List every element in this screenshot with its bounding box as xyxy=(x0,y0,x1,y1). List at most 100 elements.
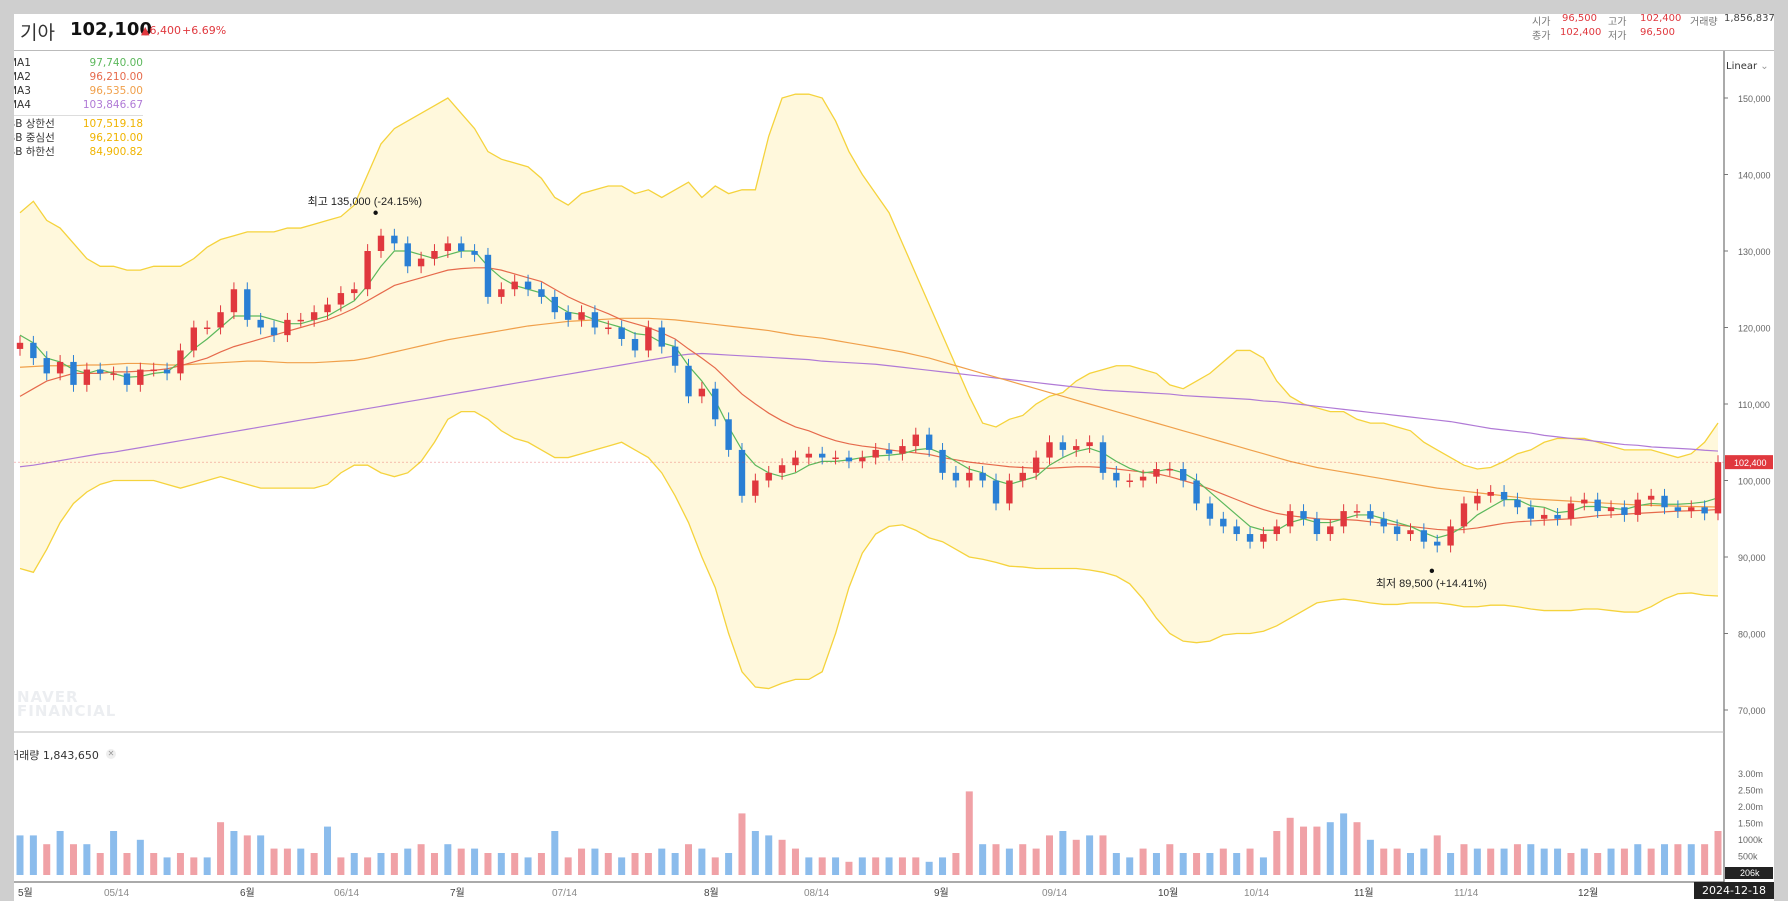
candle-body xyxy=(1073,446,1080,450)
candle-body xyxy=(1006,480,1013,504)
current-price-tag xyxy=(1725,455,1773,470)
volume-bar xyxy=(1166,844,1174,875)
volume-bar xyxy=(310,853,318,875)
candle-body xyxy=(351,289,358,294)
volume-bar xyxy=(698,848,706,875)
x-tick-label: 10/14 xyxy=(1244,888,1269,899)
candle-body xyxy=(1220,518,1227,527)
candle-body xyxy=(765,472,772,481)
volume-bar xyxy=(1340,813,1348,875)
candle-body xyxy=(1086,442,1093,447)
legend-ma3[interactable]: MA396,535.00 xyxy=(14,85,143,97)
candle-body xyxy=(1487,491,1494,496)
volume-bar xyxy=(1674,844,1682,875)
volume-bar xyxy=(952,853,960,875)
candle-body xyxy=(752,480,759,496)
legend-ma1[interactable]: MA197,740.00 xyxy=(14,57,143,69)
legend-ma2[interactable]: MA296,210.00 xyxy=(14,71,143,83)
candle-body xyxy=(203,327,211,329)
high-value: 102,400 xyxy=(1640,14,1682,24)
volume-bar xyxy=(497,853,505,875)
volume-current-tag xyxy=(1725,867,1773,879)
volume-bar xyxy=(1179,853,1187,875)
y-tick-label: 70,000 xyxy=(1738,706,1766,716)
candle-body xyxy=(1313,518,1321,535)
volume-current-label: 206k xyxy=(1740,868,1760,878)
volume-bar xyxy=(136,839,144,875)
volume-bar xyxy=(1687,844,1695,875)
chevron-down-icon: ⌄ xyxy=(1760,61,1769,72)
legend-ma4-value: 103,846.67 xyxy=(82,99,143,111)
candle-body xyxy=(150,369,157,372)
volume-bar xyxy=(364,857,372,875)
volume-bar xyxy=(1380,848,1388,875)
volume-bar xyxy=(163,857,171,875)
volume-bar xyxy=(1500,848,1508,875)
volume-bar xyxy=(618,857,626,875)
legend-ma1-value: 97,740.00 xyxy=(89,57,143,69)
candle-body xyxy=(1420,530,1428,542)
candle-body xyxy=(698,388,706,397)
candle-body xyxy=(471,251,478,255)
bollinger-lower-line xyxy=(19,410,1719,690)
volume-bar xyxy=(1647,848,1655,875)
candle-body xyxy=(498,289,505,297)
bollinger-band-area xyxy=(20,94,1718,689)
volume-bar xyxy=(203,857,211,875)
legend-bb-lower-value: 84,900.82 xyxy=(89,146,143,158)
candle-body xyxy=(1166,469,1174,471)
candle-body xyxy=(578,312,585,320)
current-price-tag-label: 102,400 xyxy=(1734,458,1767,468)
low-marker xyxy=(1429,568,1435,574)
volume-bar xyxy=(110,831,118,875)
candle-body xyxy=(685,365,692,397)
candle-body xyxy=(992,480,1000,504)
x-tick-label: 11/14 xyxy=(1454,888,1479,899)
volume-bar xyxy=(711,857,719,875)
high-label: 고가 xyxy=(1608,17,1627,28)
candle-body xyxy=(712,388,719,420)
candle-body xyxy=(16,342,24,349)
volume-bar xyxy=(925,861,933,875)
x-tick-label: 06/14 xyxy=(334,888,359,899)
volume-bar xyxy=(1433,835,1441,875)
candle-body xyxy=(538,289,545,297)
candle-body xyxy=(1407,530,1414,535)
volume-panel-title: 거래량 1,843,650 xyxy=(14,749,99,762)
price-chart[interactable]: 최고 135,000 (-24.15%) 최저 89,500 (+14.41%) 1… xyxy=(14,14,1774,901)
date-badge: 2024-12-18 xyxy=(1694,882,1774,899)
candle-body xyxy=(444,243,452,251)
candle-body xyxy=(1113,472,1120,481)
volume-bar xyxy=(1059,831,1067,875)
volume-bar xyxy=(270,848,278,875)
volume-value: 1,856,837 xyxy=(1724,14,1774,24)
volume-bar xyxy=(1487,848,1495,875)
candle-body xyxy=(1260,534,1267,542)
candle-body xyxy=(1393,526,1401,535)
volume-bar xyxy=(16,835,24,875)
x-tick-label: 9월 xyxy=(934,887,949,899)
volume-bar xyxy=(484,853,492,875)
volume-bar xyxy=(872,857,880,875)
stock-name: 기아 xyxy=(20,22,55,44)
volume-bar xyxy=(457,848,465,875)
volume-bar xyxy=(1126,857,1134,875)
legend-ma4[interactable]: MA4103,846.67 xyxy=(14,99,143,111)
volume-bar xyxy=(979,844,987,875)
candle-body xyxy=(912,434,919,447)
y-tick-label: 150,000 xyxy=(1738,94,1771,104)
low-value: 96,500 xyxy=(1640,27,1675,38)
volume-bar xyxy=(69,844,77,875)
volume-bar xyxy=(992,844,1000,875)
volume-bar xyxy=(1045,835,1053,875)
scale-mode-dropdown[interactable]: Linear ⌄ xyxy=(1726,61,1769,72)
volume-bar xyxy=(1447,853,1455,875)
volume-bar xyxy=(1540,848,1548,875)
candle-body xyxy=(966,472,973,481)
volume-bar xyxy=(1300,826,1308,875)
ma4-line xyxy=(19,352,1719,468)
close-icon[interactable]: ✕ xyxy=(106,749,116,759)
